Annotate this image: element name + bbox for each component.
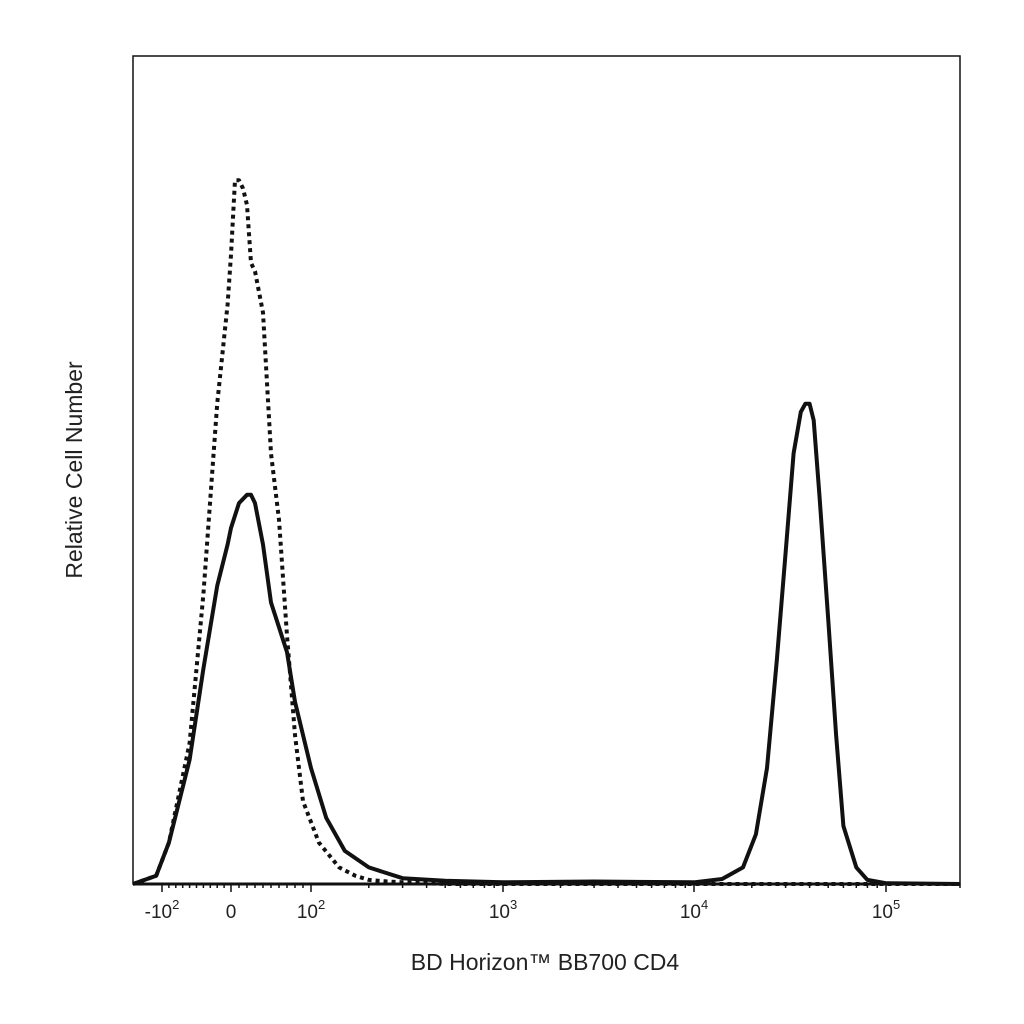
x-axis-ticks xyxy=(161,884,961,892)
x-tick-label: -102 xyxy=(145,897,180,923)
x-tick-label: 105 xyxy=(872,897,900,923)
x-tick-label: 0 xyxy=(226,902,237,923)
series-layer xyxy=(132,178,961,886)
x-tick-label: 103 xyxy=(489,897,517,923)
x-tick-label: 102 xyxy=(297,897,325,923)
x-tick-label: 104 xyxy=(680,897,708,923)
series-line-solid xyxy=(132,401,961,886)
x-tick-labels: -102 0 102 103 104 105 xyxy=(145,897,901,923)
y-axis-title: Relative Cell Number xyxy=(61,361,87,579)
x-axis-title: BD Horizon™ BB700 CD4 xyxy=(411,949,680,975)
series-line-dotted xyxy=(132,178,960,886)
